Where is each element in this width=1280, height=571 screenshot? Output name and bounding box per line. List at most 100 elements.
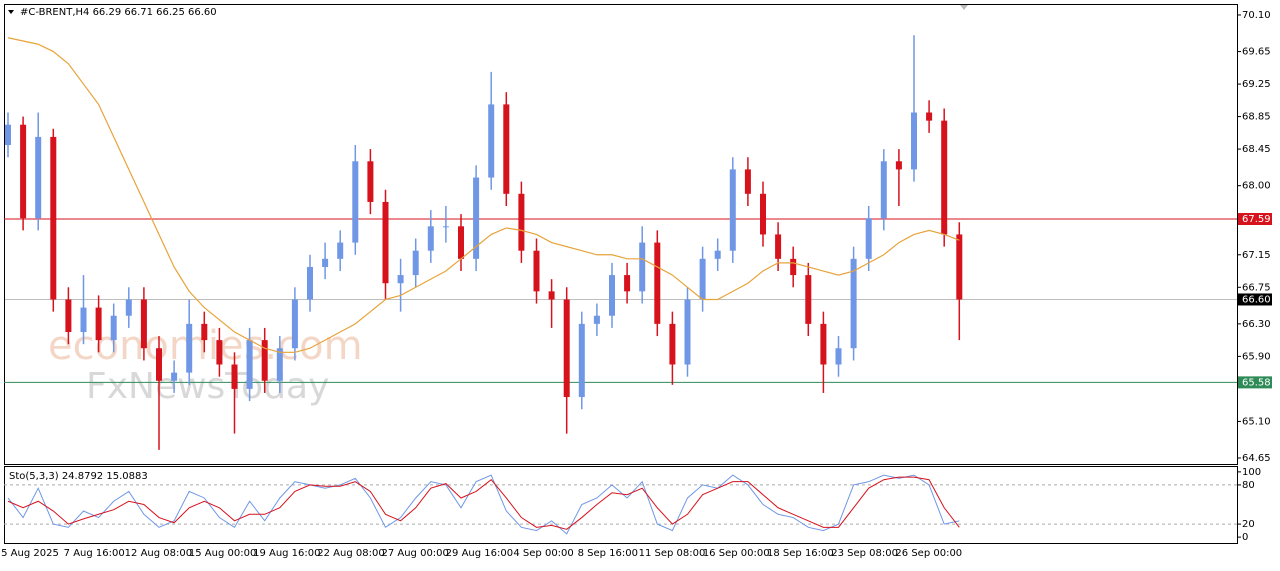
candle-body: [186, 323, 193, 373]
candle-body: [125, 299, 132, 316]
moving-average: [7, 37, 960, 353]
candle-body: [926, 112, 933, 121]
y-tick-label: 68.00: [1242, 181, 1271, 192]
candle-body: [714, 250, 721, 259]
candle-body: [80, 307, 87, 332]
candle-body: [790, 258, 797, 276]
candle-body: [140, 299, 147, 349]
candle-body: [624, 275, 631, 292]
candle-body: [563, 299, 570, 398]
candle-body: [503, 104, 510, 194]
y-tick-label: 64.65: [1242, 453, 1271, 464]
candle-body: [835, 348, 842, 365]
x-tick-label: 5 Aug 2025: [1, 548, 59, 559]
candle-body: [593, 315, 600, 324]
x-tick-label: 18 Sep 16:00: [767, 548, 834, 559]
candle-body: [473, 177, 480, 259]
candle-body: [412, 250, 419, 276]
candle-body: [775, 234, 782, 259]
candle-body: [35, 136, 42, 219]
candle-body: [956, 234, 963, 300]
candle-body: [805, 275, 812, 324]
candle-body: [95, 307, 102, 341]
candle-body: [669, 323, 676, 365]
x-tick-label: 8 Sep 16:00: [578, 548, 638, 559]
candle-body: [880, 161, 887, 219]
candle-body: [322, 258, 329, 267]
y-tick-label: 100: [1242, 467, 1261, 478]
candle-body: [367, 161, 374, 202]
y-tick-label: 68.85: [1242, 112, 1271, 123]
y-tick-label: 65.90: [1242, 351, 1271, 362]
candle-body: [216, 340, 223, 365]
candle-body: [578, 323, 585, 398]
y-tick-label: 0: [1242, 532, 1248, 543]
candle-body: [261, 340, 268, 381]
y-tick-label: 66.30: [1242, 319, 1271, 330]
candle-body: [895, 161, 902, 170]
candle-body: [276, 348, 283, 381]
x-tick-label: 16 Sep 00:00: [703, 548, 770, 559]
chart-title: #C-BRENT,H4 66.29 66.71 66.25 66.60: [20, 7, 217, 18]
candle-body: [865, 218, 872, 259]
y-tick-label: 65.10: [1242, 416, 1271, 427]
indicator-title: Sto(5,3,3) 24.8792 15.0883: [9, 471, 148, 482]
candle-body: [609, 275, 615, 316]
candle-body: [50, 136, 57, 300]
x-tick-label: 22 Aug 08:00: [317, 548, 384, 559]
stochastic-panel: [4, 466, 1238, 544]
price-label-box: [1238, 376, 1272, 389]
x-tick-label: 26 Sep 00:00: [895, 548, 962, 559]
y-tick-label: 67.15: [1242, 250, 1271, 261]
menu-arrow: [8, 10, 14, 14]
candle-body: [291, 299, 298, 349]
x-tick-label: 15 Aug 00:00: [189, 548, 256, 559]
y-tick-label: 20: [1242, 519, 1255, 530]
candle-body: [110, 315, 117, 341]
y-tick-label: 68.45: [1242, 144, 1271, 155]
main-panel: [4, 4, 1238, 465]
price-label: 67.59: [1242, 214, 1271, 225]
candle-body: [458, 226, 464, 259]
candle-body: [850, 258, 857, 349]
candle-body: [307, 266, 313, 300]
candle-body: [911, 112, 917, 170]
x-tick-label: 11 Sep 08:00: [639, 548, 706, 559]
price-label: 66.60: [1242, 294, 1271, 305]
stochastic-line: [7, 474, 960, 535]
y-tick-label: 80: [1242, 480, 1255, 491]
candle-body: [231, 364, 238, 389]
stochastic-line: [7, 476, 960, 530]
candle-body: [156, 348, 162, 381]
price-label-box: [1238, 213, 1272, 226]
candle-body: [171, 372, 178, 381]
price-label: 65.58: [1242, 377, 1271, 388]
candle-body: [533, 250, 540, 292]
candle-body: [760, 193, 766, 235]
candle-body: [548, 291, 555, 300]
candle-body: [397, 275, 404, 284]
x-tick-label: 4 Sep 00:00: [513, 548, 573, 559]
x-tick-label: 23 Sep 08:00: [831, 548, 898, 559]
x-tick-label: 12 Aug 08:00: [125, 548, 192, 559]
candle-body: [699, 258, 706, 300]
x-tick-label: 27 Aug 00:00: [381, 548, 448, 559]
candle-body: [941, 120, 948, 235]
candle-body: [246, 340, 253, 389]
candle-body: [744, 169, 751, 194]
y-tick-label: 70.10: [1242, 10, 1271, 21]
candle-body: [654, 242, 661, 324]
candle-body: [201, 323, 208, 341]
candle-body: [337, 242, 344, 259]
y-tick-label: 69.65: [1242, 47, 1271, 58]
candle-body: [352, 161, 359, 243]
candle-body: [65, 299, 72, 332]
candle-body: [382, 201, 389, 284]
price-label-box: [1238, 293, 1272, 306]
candle-body: [820, 323, 827, 365]
shift-marker: [960, 5, 968, 10]
x-tick-label: 7 Aug 16:00: [64, 548, 125, 559]
candle-body: [684, 299, 691, 365]
y-tick-label: 69.25: [1242, 79, 1271, 90]
